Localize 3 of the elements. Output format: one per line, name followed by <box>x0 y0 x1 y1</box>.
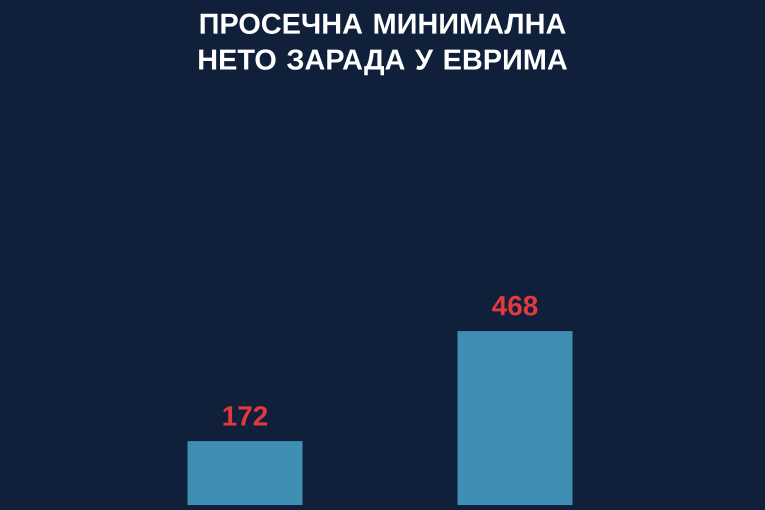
data-label: 172 <box>223 406 268 426</box>
chart-title: ПРОСЕЧНА МИНИМАЛНА НЕТО ЗАРАДА У ЕВРИМА <box>199 14 567 76</box>
data-label: 468 <box>492 296 538 316</box>
